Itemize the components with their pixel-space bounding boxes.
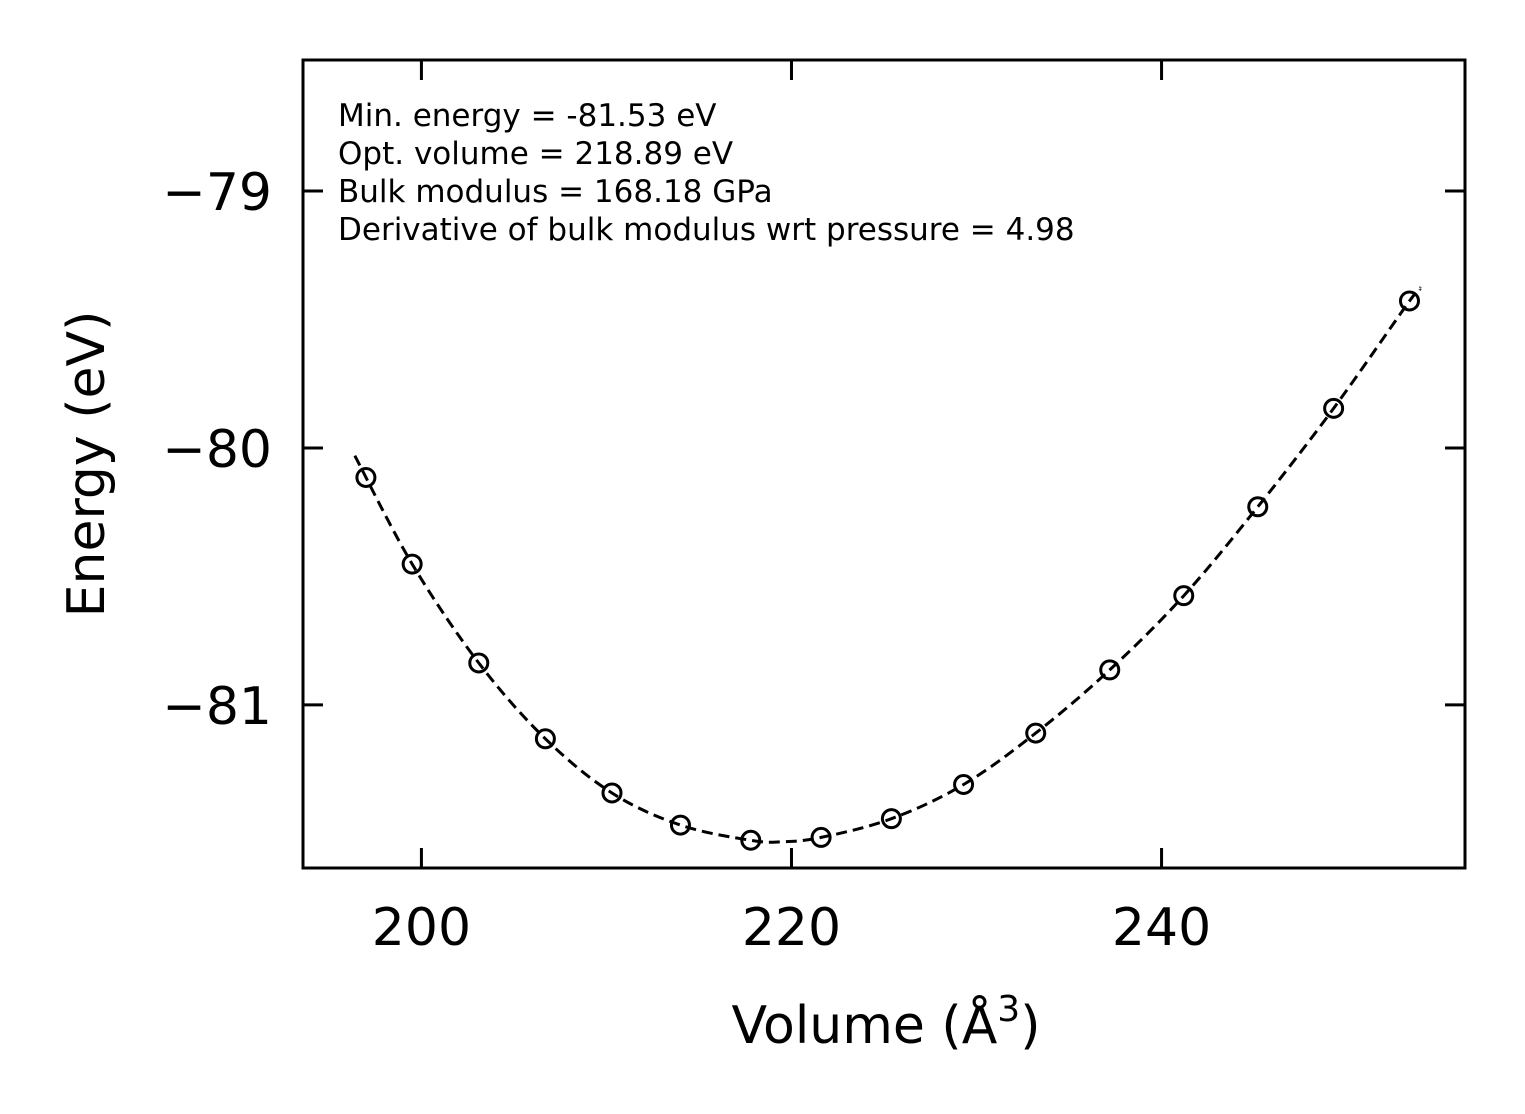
data-point — [601, 782, 623, 804]
y-ticks: −79 −80 −81 — [162, 163, 1465, 737]
x-ticks: 200 220 240 — [372, 60, 1211, 958]
fit-curve-layer — [353, 286, 1422, 844]
annotation-opt-volume: Opt. volume = 218.89 eV — [338, 136, 733, 172]
data-point — [355, 466, 377, 488]
annotation-bulk-modulus-derivative: Derivative of bulk modulus wrt pressure … — [338, 212, 1075, 248]
data-point — [1323, 397, 1345, 419]
y-tick-label: −79 — [162, 163, 272, 223]
data-point — [1247, 496, 1269, 518]
x-axis-label-superscript: 3 — [997, 989, 1020, 1030]
data-points-layer — [355, 290, 1420, 851]
y-tick-label: −80 — [162, 420, 272, 480]
data-point — [953, 774, 975, 796]
x-axis-label: Volume (Å3) — [732, 989, 1041, 1056]
data-point — [1025, 722, 1047, 744]
data-point — [468, 652, 490, 674]
annotation-min-energy: Min. energy = -81.53 eV — [338, 98, 716, 134]
data-point — [810, 826, 832, 848]
x-tick-label: 240 — [1112, 898, 1211, 958]
x-tick-label: 200 — [372, 898, 471, 958]
data-point — [669, 814, 691, 836]
plot-frame — [301, 58, 1467, 870]
data-point — [740, 829, 762, 851]
data-point — [1173, 585, 1195, 607]
data-point — [534, 728, 556, 750]
data-point — [1398, 290, 1420, 312]
data-point — [1099, 659, 1121, 681]
annotation-bulk-modulus: Bulk modulus = 168.18 GPa — [338, 174, 773, 210]
data-point — [880, 808, 902, 830]
x-tick-label: 220 — [742, 898, 841, 958]
x-axis-label-close: ) — [1020, 996, 1040, 1056]
fit-curve — [353, 286, 1422, 844]
x-axis-label-text: Volume (Å — [732, 994, 998, 1056]
y-axis-label: Energy (eV) — [57, 311, 117, 618]
data-point — [401, 553, 423, 575]
y-tick-label: −81 — [162, 677, 272, 737]
